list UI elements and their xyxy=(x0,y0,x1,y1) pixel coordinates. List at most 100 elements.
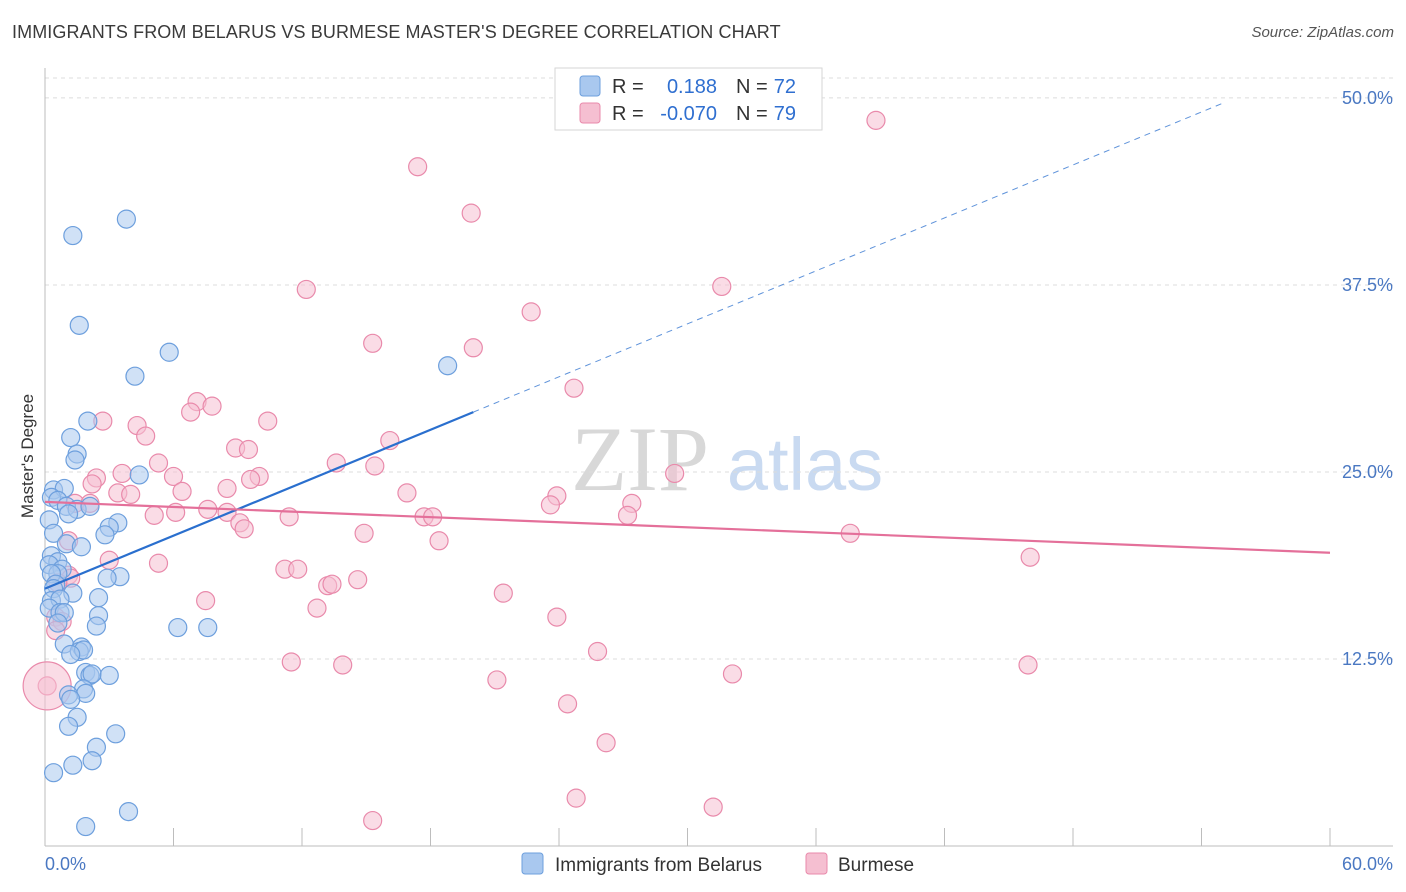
trend-line-belarus xyxy=(44,411,474,590)
belarus-point xyxy=(61,689,81,709)
burmese-point xyxy=(258,411,278,431)
burmese-point xyxy=(354,523,374,543)
belarus-point xyxy=(97,568,117,588)
burmese-point xyxy=(1018,655,1038,675)
burmese-point xyxy=(461,203,481,223)
belarus-point xyxy=(95,525,115,545)
legend-n-value-blue: 72 xyxy=(774,76,796,98)
legend-r-value-blue: 0.188 xyxy=(667,76,717,98)
y-axis-label: Master's Degree xyxy=(18,394,37,518)
burmese-point xyxy=(82,474,102,494)
burmese-point xyxy=(136,426,156,446)
belarus-point xyxy=(116,209,136,229)
y-tick-label: 50.0% xyxy=(1342,88,1393,108)
belarus-point xyxy=(71,537,92,557)
burmese-point xyxy=(181,402,201,422)
y-tick-label: 25.0% xyxy=(1342,462,1393,482)
burmese-point xyxy=(288,559,308,579)
burmese-point xyxy=(121,484,141,505)
belarus-point xyxy=(48,613,68,633)
burmese-point xyxy=(540,495,561,515)
belarus-point xyxy=(80,496,100,516)
bottom-legend-swatch-blue xyxy=(521,852,544,875)
burmese-point xyxy=(463,338,483,358)
bottom-legend: Immigrants from Belarus Burmese xyxy=(521,852,914,876)
legend-r-value-pink: -0.070 xyxy=(660,103,717,125)
y-tick-label: 12.5% xyxy=(1342,649,1393,669)
y-tick-labels: 12.5% 25.0% 37.5% 50.0% xyxy=(1342,88,1393,669)
burmese-point xyxy=(493,583,513,603)
trend-lines xyxy=(44,102,1331,590)
burmese-point xyxy=(521,302,541,322)
burmese-point xyxy=(148,553,169,573)
belarus-point xyxy=(82,751,102,771)
burmese-point xyxy=(238,439,259,460)
belarus-point xyxy=(106,724,126,744)
series-belarus-points xyxy=(39,209,458,837)
x-tick-label-min: 0.0% xyxy=(45,854,86,874)
legend-n-label-pink: N = xyxy=(736,103,768,125)
chart-title: IMMIGRANTS FROM BELARUS VS BURMESE MASTE… xyxy=(12,22,781,42)
watermark: ZIP atlas xyxy=(571,408,883,510)
burmese-point xyxy=(322,574,342,594)
burmese-point xyxy=(617,505,638,525)
burmese-point xyxy=(307,598,327,618)
series-burmese-points xyxy=(22,110,1040,831)
bottom-legend-label-blue: Immigrants from Belarus xyxy=(555,855,762,876)
burmese-point xyxy=(234,519,254,539)
burmese-point xyxy=(112,463,132,484)
burmese-point xyxy=(148,453,169,473)
belarus-point xyxy=(65,450,85,470)
x-tick-label-max: 60.0% xyxy=(1342,854,1393,874)
axes xyxy=(44,68,1393,847)
burmese-point xyxy=(487,670,507,690)
burmese-point xyxy=(557,694,578,714)
belarus-point xyxy=(168,617,188,638)
belarus-point xyxy=(43,763,64,783)
legend-swatch-pink xyxy=(579,102,601,124)
belarus-point xyxy=(78,411,98,431)
burmese-point xyxy=(363,333,383,353)
burmese-point xyxy=(363,810,383,831)
source-label: Source: ZipAtlas.com xyxy=(1251,24,1394,41)
watermark-zip: ZIP xyxy=(571,408,709,510)
burmese-point xyxy=(866,110,886,130)
legend-r-label-blue: R = xyxy=(612,76,644,98)
legend-r-label-pink: R = xyxy=(612,103,644,125)
burmese-point xyxy=(665,463,685,484)
burmese-point xyxy=(333,655,353,675)
burmese-point xyxy=(217,478,237,499)
burmese-point xyxy=(172,481,192,502)
burmese-point xyxy=(1020,547,1040,567)
belarus-point xyxy=(58,504,79,524)
legend-swatch-blue xyxy=(579,75,601,97)
burmese-point xyxy=(712,276,732,297)
burmese-point xyxy=(348,570,368,590)
burmese-point xyxy=(296,279,316,300)
belarus-point xyxy=(61,644,81,665)
belarus-point xyxy=(159,342,179,362)
bottom-legend-swatch-pink xyxy=(805,852,828,875)
burmese-point xyxy=(596,733,616,753)
legend-n-value-pink: 79 xyxy=(774,103,796,125)
belarus-point xyxy=(129,465,149,485)
burmese-point xyxy=(397,483,417,503)
belarus-point xyxy=(76,816,96,837)
burmese-point xyxy=(241,469,261,490)
watermark-atlas: atlas xyxy=(727,423,883,506)
belarus-point xyxy=(43,523,64,543)
legend-n-label-blue: N = xyxy=(736,76,768,98)
burmese-point xyxy=(703,797,723,817)
burmese-point xyxy=(144,505,164,525)
burmese-point xyxy=(564,378,584,398)
burmese-point xyxy=(202,396,222,416)
trend-line-belarus-extension xyxy=(473,102,1224,413)
belarus-point xyxy=(63,225,83,246)
belarus-point xyxy=(58,716,79,736)
belarus-point xyxy=(125,366,145,386)
belarus-point xyxy=(198,617,218,638)
belarus-point xyxy=(86,616,107,636)
burmese-point xyxy=(281,652,301,672)
burmese-point xyxy=(566,788,586,808)
burmese-point xyxy=(408,157,428,177)
